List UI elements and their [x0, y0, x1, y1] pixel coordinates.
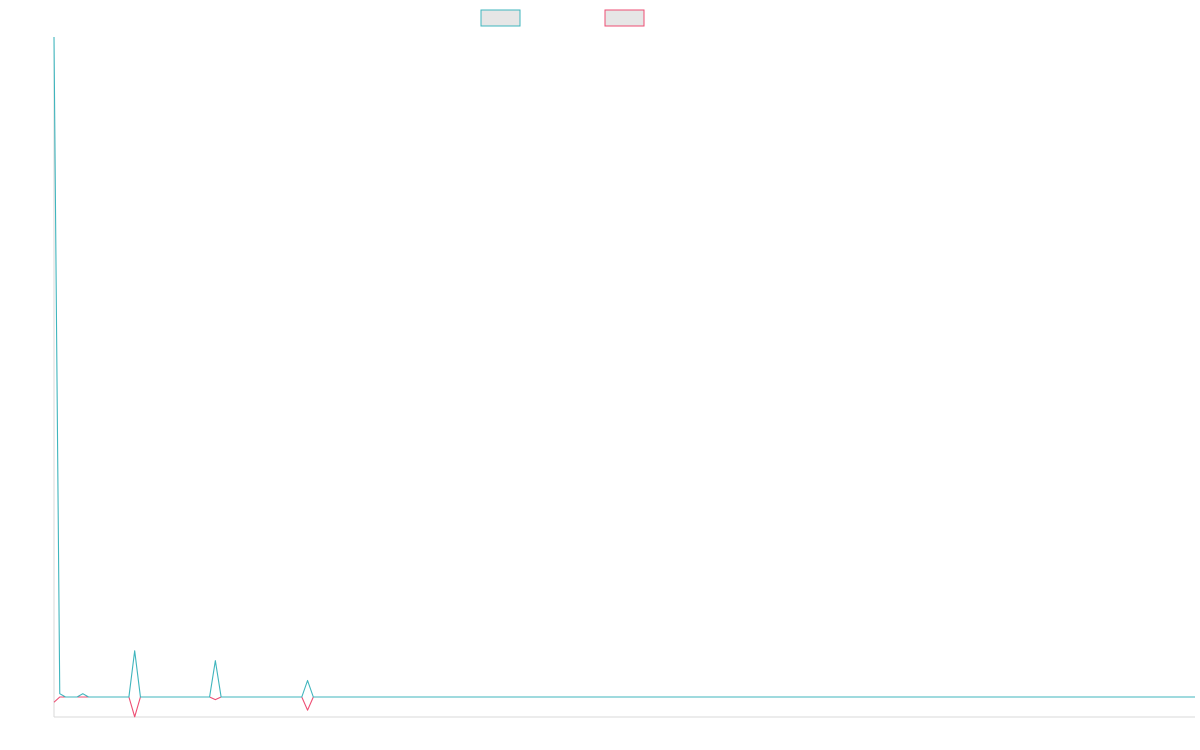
series-line-1: [53, 36, 1195, 698]
legend-swatch-2: [604, 9, 645, 27]
legend-entry-1: [480, 9, 521, 27]
axes: [53, 37, 1195, 718]
legend: [480, 9, 645, 27]
series-line-2: [53, 696, 1195, 718]
legend-entry-2: [604, 9, 645, 27]
legend-swatch-1: [480, 9, 521, 27]
series-layer: [53, 36, 1195, 718]
